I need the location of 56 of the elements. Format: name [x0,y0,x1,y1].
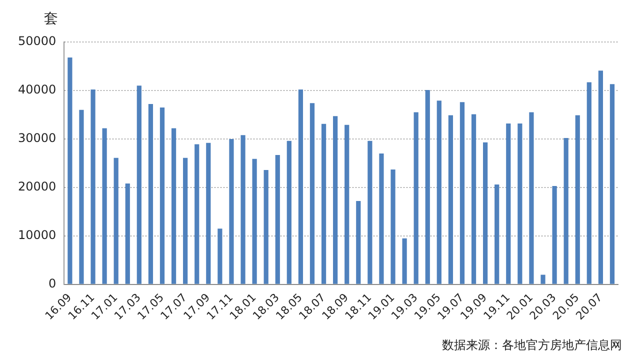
bar [298,90,304,284]
bar [506,123,511,284]
bar [460,102,465,284]
bar [148,104,154,284]
bar [114,158,118,284]
bar [390,170,396,284]
bar [529,112,534,284]
bar [402,238,407,284]
bar [425,90,430,284]
y-tick-label: 40000 [18,82,56,97]
bar [598,70,603,284]
bar [610,84,615,284]
bar [194,144,200,284]
bar [264,170,268,284]
y-axis-title: 套 [44,10,58,28]
bar [206,142,211,284]
bar [518,123,522,284]
bar [136,86,142,284]
bar [575,115,580,284]
bar [310,103,315,284]
y-tick-label: 50000 [18,34,56,48]
bar [436,100,442,284]
bar [471,114,476,284]
bar [90,90,96,284]
bar [171,128,176,284]
bar [286,140,292,284]
bar [483,142,488,284]
bar [552,186,557,284]
bar [564,138,568,284]
bar [448,115,454,284]
bar [321,124,326,284]
bar [494,184,500,284]
bar [333,116,338,284]
bar [379,154,384,284]
bar [102,128,107,284]
bar [414,112,418,284]
bar [540,274,546,284]
bar [79,110,84,284]
bar [344,124,350,284]
bar [586,82,592,284]
y-tick-label: 20000 [18,180,56,194]
bar [368,140,372,284]
bar [275,154,280,284]
y-tick-label: 30000 [18,131,56,146]
bar [252,158,257,284]
y-tick-label: 0 [48,276,56,291]
bar [68,58,72,284]
bar [160,107,165,284]
bar [356,201,361,284]
bar [240,135,246,284]
y-tick-label: 10000 [18,228,56,242]
bar [218,228,222,284]
bar [183,158,188,284]
source-note: 数据来源：各地官方房地产信息网 [442,337,622,354]
bar [229,138,234,284]
bar [125,184,130,284]
